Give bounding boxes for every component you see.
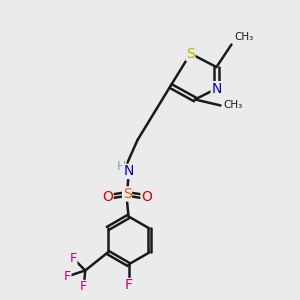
Text: H: H xyxy=(116,160,126,173)
Text: S: S xyxy=(186,46,195,61)
Text: F: F xyxy=(124,278,133,292)
Text: N: N xyxy=(123,164,134,178)
Text: O: O xyxy=(141,190,152,204)
Text: F: F xyxy=(80,280,87,293)
Text: CH₃: CH₃ xyxy=(224,100,243,110)
Text: S: S xyxy=(123,187,131,201)
Text: F: F xyxy=(70,252,77,265)
Text: CH₃: CH₃ xyxy=(235,32,254,41)
Text: O: O xyxy=(102,190,113,204)
Text: N: N xyxy=(211,82,222,96)
Text: F: F xyxy=(64,270,71,283)
